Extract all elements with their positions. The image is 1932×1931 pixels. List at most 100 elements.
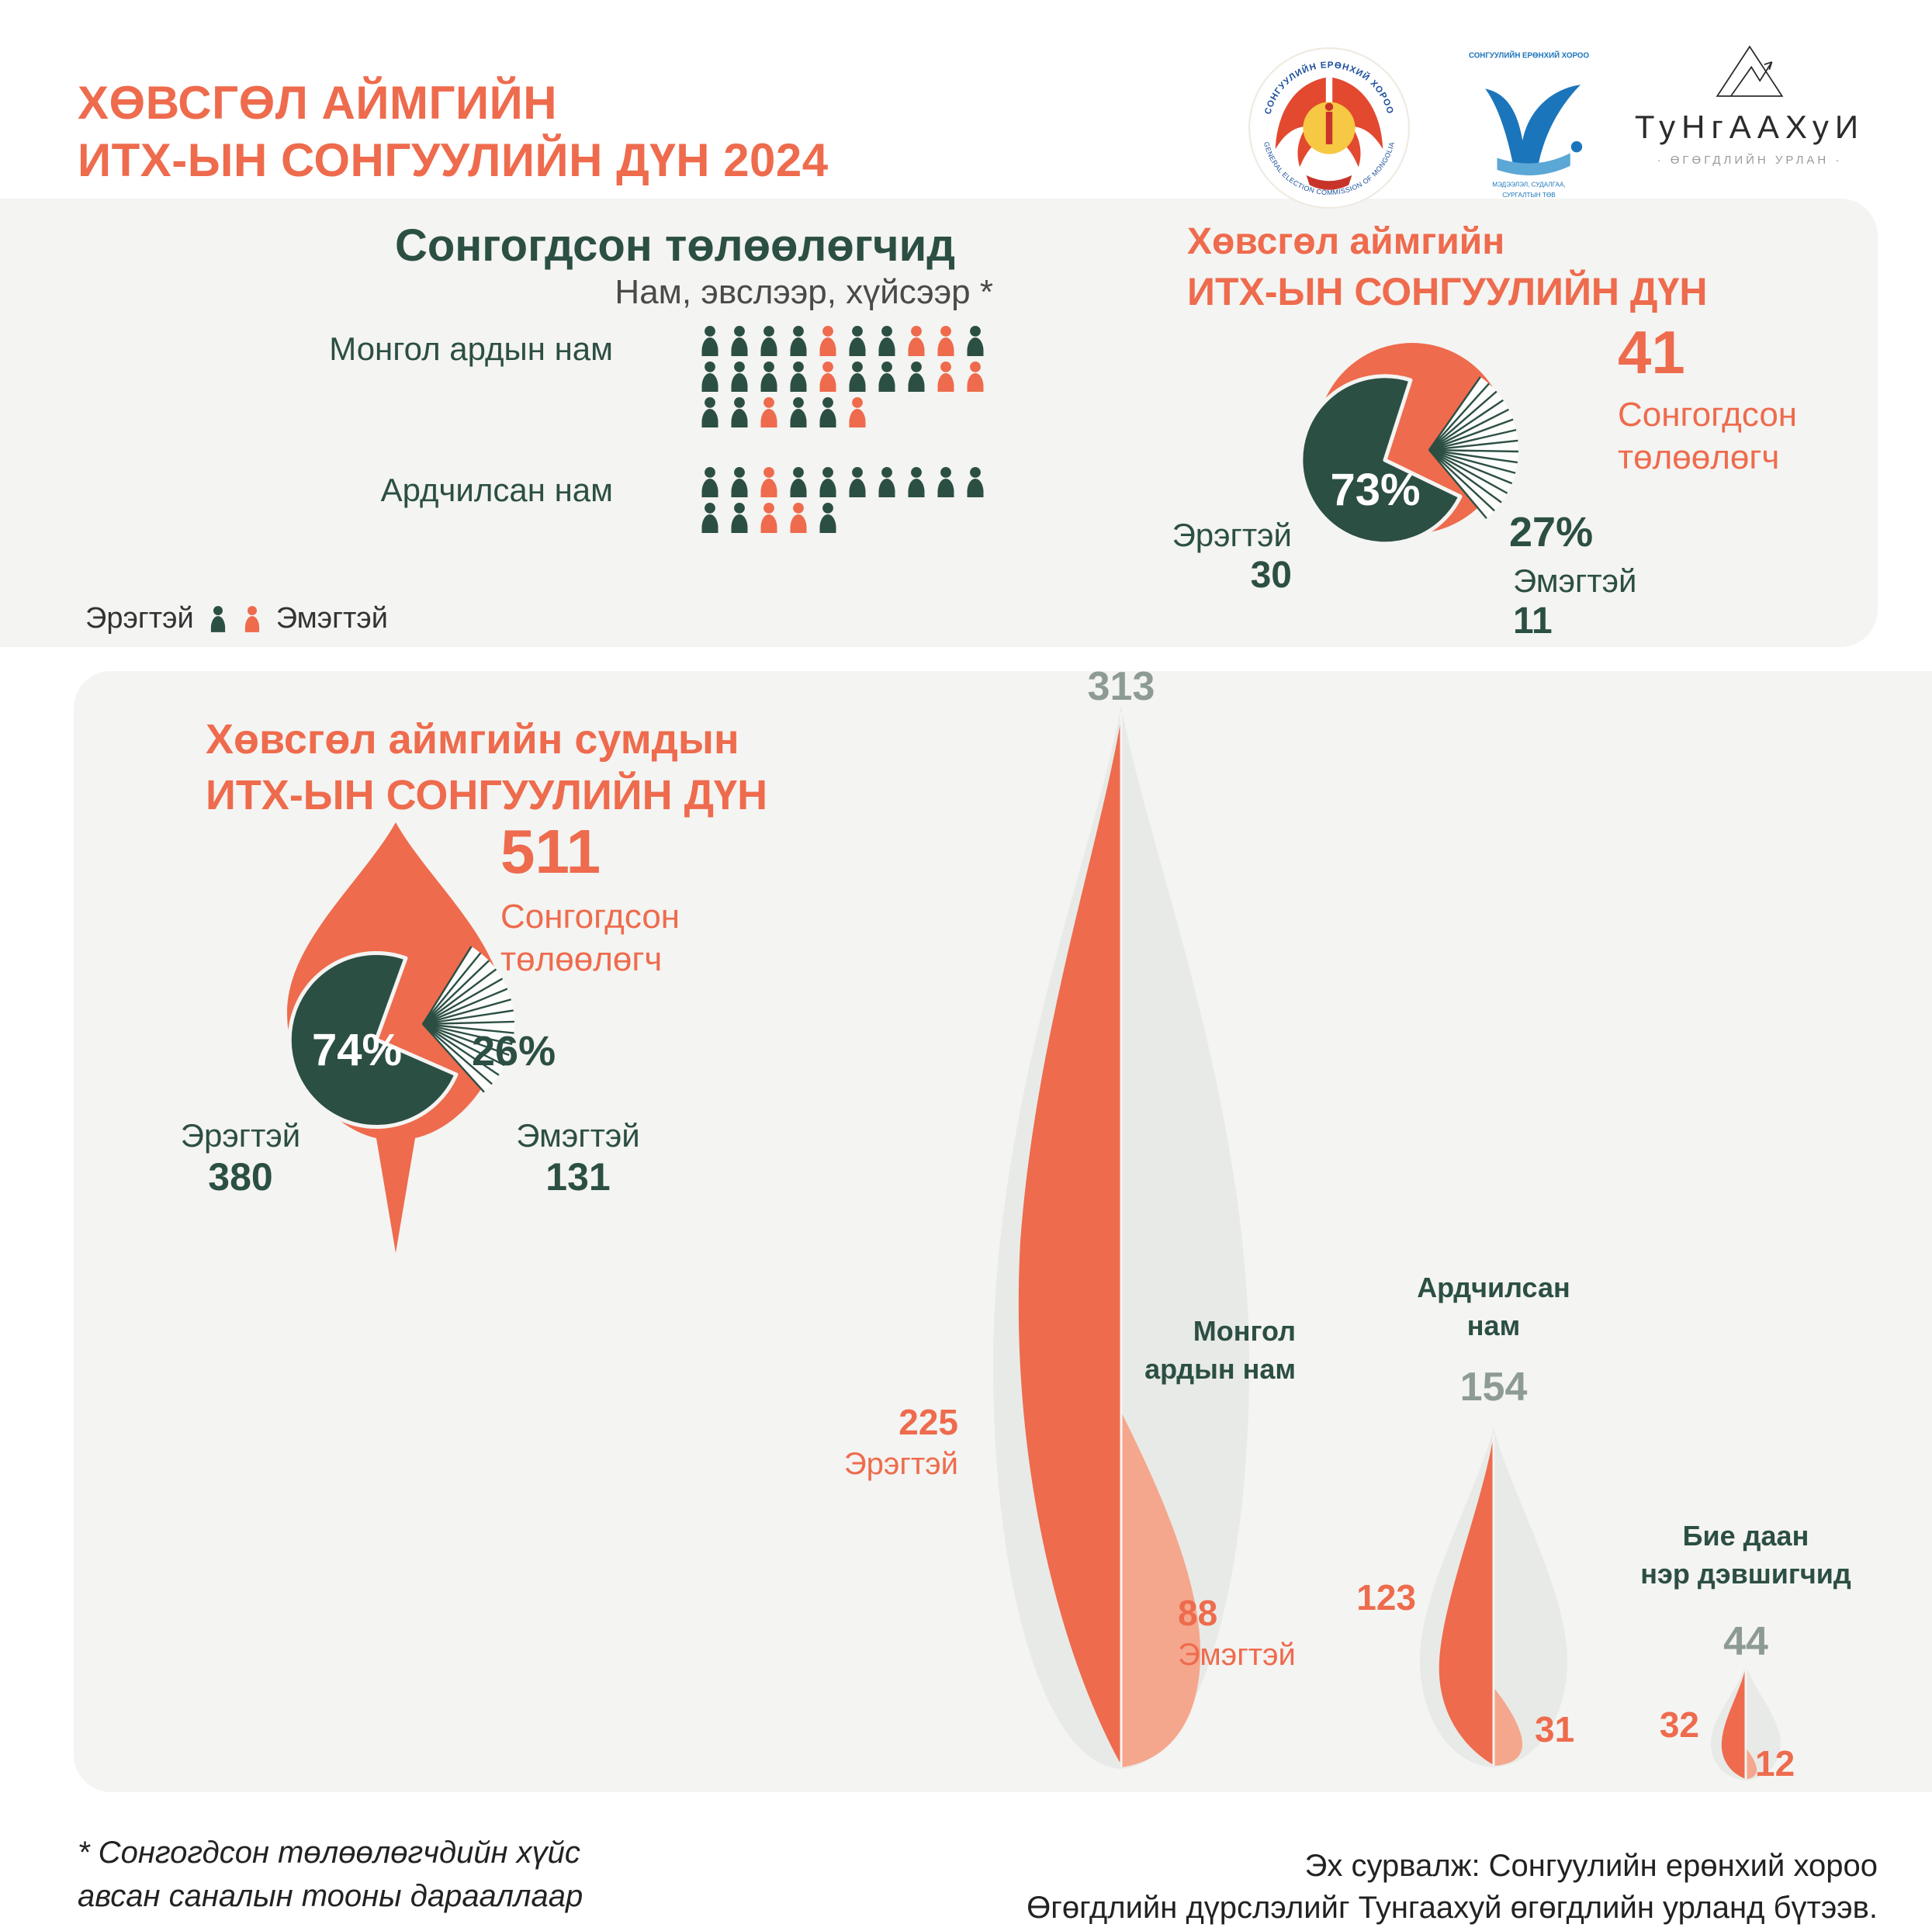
aimag-total-caption2: төлөөлөгч bbox=[1618, 438, 1780, 476]
male-person-icon bbox=[731, 326, 748, 356]
aimag-female-pct: 27% bbox=[1509, 509, 1594, 555]
female-flame bbox=[1494, 1687, 1523, 1766]
soum-total-number: 511 bbox=[500, 817, 601, 886]
independent-leaf-name: Бие даан нэр дэвшигчид bbox=[1629, 1517, 1862, 1593]
male-person-icon bbox=[790, 326, 807, 356]
female-person-icon bbox=[760, 503, 777, 533]
aimag-male-label: Эрэгтэй bbox=[1172, 517, 1292, 553]
mpp-leaf-name: Монгол ардын нам bbox=[1102, 1313, 1296, 1388]
mpp-male-stat: 225 Эрэгтэй bbox=[791, 1401, 958, 1484]
soum-total-block: 511 Сонгогдсон төлөөлөгч bbox=[500, 821, 680, 981]
mpp-total: 313 bbox=[1087, 664, 1155, 709]
soum-male-pct: 74% bbox=[311, 1025, 403, 1075]
male-person-icon bbox=[908, 362, 925, 392]
source-line2: Өгөгдлийн дүрслэлийг Тунгаахуй өгөгдлийн… bbox=[1027, 1891, 1878, 1925]
male-person-icon bbox=[210, 605, 225, 632]
soum-result-title: Хөвсгөл аймгийн сумдын ИТХ-ЫН СОНГУУЛИЙН… bbox=[206, 715, 767, 819]
training-center-caption1: МЭДЭЭЛЭЛ, СУДАЛГАА, bbox=[1492, 181, 1566, 188]
independent-leaf-chart bbox=[1711, 1664, 1781, 1780]
male-person-icon bbox=[849, 362, 866, 392]
aimag-male-stat: Эрэгтэй 30 bbox=[1117, 517, 1292, 597]
mpp-male-value: 225 bbox=[898, 1402, 958, 1442]
male-person-icon bbox=[731, 467, 748, 497]
mpp-female-value: 88 bbox=[1178, 1593, 1218, 1633]
mpp-pictogram bbox=[698, 326, 987, 433]
dp-total: 154 bbox=[1459, 1365, 1528, 1410]
male-slice bbox=[287, 951, 459, 1129]
independent-leaf-name-line1: Бие даан bbox=[1682, 1520, 1809, 1552]
tungaakhui-wordmark: ТуНгААХуИ bbox=[1634, 109, 1865, 145]
male-flame bbox=[1018, 718, 1121, 1765]
aimag-title-line2: ИТХ-ЫН СОНГУУЛИЙН ДҮН bbox=[1187, 270, 1708, 313]
footnote: * Сонгогдсон төлөөлөгчдийн хүйс авсан са… bbox=[78, 1831, 583, 1918]
female-person-icon bbox=[819, 362, 836, 392]
female-hatch-fan bbox=[1428, 376, 1519, 519]
page-title-line1: ХӨВСГӨЛ АЙМГИЙН bbox=[78, 77, 558, 129]
male-person-icon bbox=[701, 467, 718, 497]
tungaakhui-logo: ТуНгААХуИ · ӨГӨГДЛИЙН УРЛАН · bbox=[1622, 40, 1878, 167]
male-person-icon bbox=[967, 326, 984, 356]
mpp-leaf-name-line1: Монгол bbox=[1193, 1315, 1296, 1347]
dp-leaf-name: Ардчилсан нам bbox=[1393, 1269, 1594, 1344]
dp-female-value: 31 bbox=[1535, 1709, 1575, 1749]
soum-female-stat: Эмэгтэй 131 bbox=[497, 1117, 660, 1199]
mpp-male-label: Эрэгтэй bbox=[843, 1447, 958, 1482]
female-person-icon bbox=[760, 397, 777, 427]
male-person-icon bbox=[731, 397, 748, 427]
mpp-leaf-name-line2: ардын нам bbox=[1144, 1352, 1296, 1385]
total-drop bbox=[287, 822, 504, 1253]
male-person-icon bbox=[760, 326, 777, 356]
soum-female-label: Эмэгтэй bbox=[516, 1117, 640, 1154]
legend-male-label: Эрэгтэй bbox=[85, 602, 194, 635]
male-person-icon bbox=[701, 362, 718, 392]
male-person-icon bbox=[701, 397, 718, 427]
soum-title-line1: Хөвсгөл аймгийн сумдын bbox=[206, 716, 739, 763]
independent-leaf-name-line2: нэр дэвшигчид bbox=[1640, 1557, 1851, 1590]
male-person-icon bbox=[819, 397, 836, 427]
gec-emblem-icon: СОНГУУЛИЙН ЕРӨНХИЙ ХОРОО GENERAL ELECTIO… bbox=[1248, 47, 1410, 209]
female-flame bbox=[1746, 1748, 1757, 1779]
soum-male-value: 380 bbox=[208, 1155, 273, 1199]
male-person-icon bbox=[849, 467, 866, 497]
female-hatch-fan bbox=[421, 946, 514, 1093]
aimag-female-label: Эмэгтэй bbox=[1513, 562, 1637, 599]
soum-male-label: Эрэгтэй bbox=[180, 1117, 301, 1154]
male-person-icon bbox=[878, 326, 895, 356]
source-credit: Эх сурвалж: Сонгуулийн ерөнхий хороо Өгө… bbox=[1009, 1845, 1878, 1929]
male-person-icon bbox=[760, 362, 777, 392]
gec-logo: СОНГУУЛИЙН ЕРӨНХИЙ ХОРОО GENERAL ELECTIO… bbox=[1248, 47, 1411, 209]
aimag-male-value: 30 bbox=[1250, 555, 1292, 596]
footnote-line2: авсан саналын тооны дарааллаар bbox=[78, 1879, 583, 1913]
aimag-pie-chart bbox=[1299, 343, 1519, 546]
legend-female-label: Эмэгтэй bbox=[275, 602, 388, 635]
male-person-icon bbox=[849, 326, 866, 356]
party-label-dp: Ардчилсан нам bbox=[380, 472, 613, 508]
dp-male-value: 123 bbox=[1356, 1577, 1416, 1618]
top-panel bbox=[0, 199, 1878, 647]
dp-leaf-name-line2: нам bbox=[1466, 1309, 1521, 1341]
aimag-total-block: 41 Сонгогдсон төлөөлөгч bbox=[1618, 322, 1797, 479]
tungaakhui-triangle-icon bbox=[1716, 45, 1784, 97]
aimag-male-pct: 73% bbox=[1330, 465, 1421, 515]
footnote-line1: * Сонгогдсон төлөөлөгчдийн хүйс bbox=[78, 1836, 580, 1870]
male-slice bbox=[1299, 374, 1463, 546]
source-line1: Эх сурвалж: Сонгуулийн ерөнхий хороо bbox=[1304, 1849, 1878, 1883]
soum-female-pct: 26% bbox=[472, 1028, 556, 1075]
female-person-icon bbox=[790, 503, 807, 533]
male-flame bbox=[1721, 1667, 1746, 1779]
page-title-line2: ИТХ-ЫН СОНГУУЛИЙН ДҮН 2024 bbox=[78, 134, 829, 187]
male-person-icon bbox=[878, 467, 895, 497]
female-flame bbox=[1121, 1412, 1201, 1767]
training-center-title: СОНГУУЛИЙН ЕРӨНХИЙ ХОРОО bbox=[1469, 50, 1589, 60]
aimag-total-number: 41 bbox=[1618, 318, 1685, 386]
aimag-title-line1: Хөвсгөл аймгийн bbox=[1187, 221, 1505, 262]
female-person-icon bbox=[849, 397, 866, 427]
male-person-icon bbox=[790, 362, 807, 392]
elected-reps-subtitle: Нам, эвслээр, хүйсээр * bbox=[615, 273, 993, 311]
aimag-female-stat: Эмэгтэй 11 bbox=[1513, 562, 1636, 642]
dp-pictogram bbox=[698, 467, 987, 538]
male-person-icon bbox=[731, 362, 748, 392]
gender-legend: Эрэгтэй Эмэгтэй bbox=[85, 602, 388, 635]
training-center-logo: СОНГУУЛИЙН ЕРӨНХИЙ ХОРОО МЭДЭЭЛЭЛ, СУДАЛ… bbox=[1449, 45, 1608, 204]
independent-total: 44 bbox=[1723, 1619, 1768, 1664]
